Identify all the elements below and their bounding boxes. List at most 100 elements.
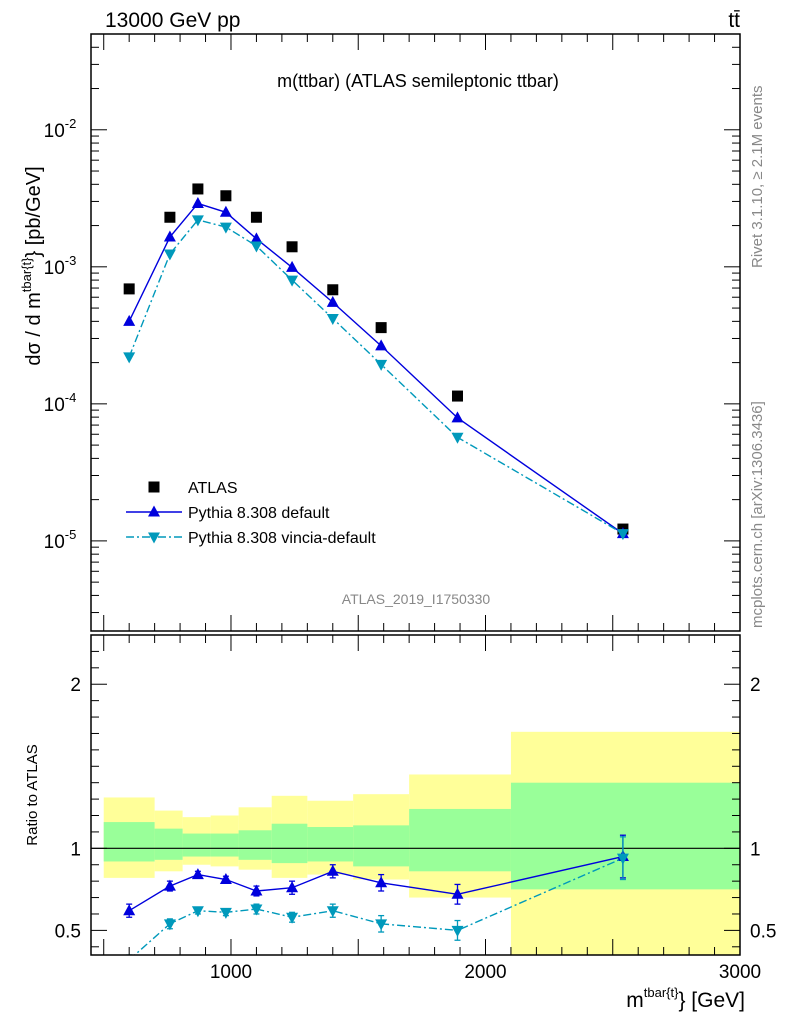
ratio-ytick-label-right: 1 — [750, 839, 761, 860]
main-ytick-label: 10-5 — [44, 527, 77, 553]
ratio-ytick-label-left: 1 — [70, 839, 81, 860]
ratio-xtick-label: 1000 — [210, 962, 252, 983]
ratio-point-s0-4 — [250, 884, 263, 896]
main-point-s1-1 — [163, 230, 176, 242]
svg-text:dσ / d mtbar{t}} [pb/GeV]: dσ / d mtbar{t}} [pb/GeV] — [19, 166, 45, 365]
main-point-s1-0 — [123, 314, 136, 326]
ratio-band-green-3 — [210, 833, 239, 857]
main-point-s2-7 — [375, 359, 388, 371]
main-point-s2-0 — [123, 352, 136, 364]
rivet-label: Rivet 3.1.10, ≥ 2.1M events — [749, 86, 766, 269]
ratio-series-line-1 — [133, 857, 624, 955]
main-series-line-1 — [128, 202, 624, 535]
main-point-s0-7 — [375, 322, 387, 334]
main-ylabel-sup: tbar{t} — [19, 257, 34, 292]
legend-marker-2 — [148, 532, 160, 544]
main-point-s1-2 — [191, 196, 204, 208]
ratio-xtick-label: 3000 — [719, 962, 761, 983]
ratio-band-green-4 — [238, 830, 272, 860]
main-point-s2-4 — [250, 241, 263, 253]
main-ylabel-unit: } [pb/GeV] — [23, 166, 45, 257]
ratio-band-green-8 — [409, 808, 511, 872]
legend-marker-1 — [148, 505, 160, 517]
ratio-point-s1-5 — [286, 912, 299, 924]
main-point-s2-1 — [163, 249, 176, 261]
ratio-xtick-label: 2000 — [464, 962, 506, 983]
process-label: tt̄ — [728, 9, 740, 32]
legend: ATLAS Pythia 8.308 default Pythia 8.308 vi… — [126, 480, 376, 547]
main-point-s1-6 — [326, 295, 339, 307]
energy-label: 13000 GeV pp — [105, 9, 240, 32]
main-point-s0-5 — [286, 241, 298, 253]
main-point-s2-2 — [191, 215, 204, 227]
main-point-s1-3 — [219, 205, 232, 217]
main-point-s0-6 — [327, 284, 339, 296]
ratio-ticks: 2 2 1 1 0.5 0.5 1000 2000 3000 — [55, 635, 776, 983]
ratio-xlabel: mtbar{t}} [GeV] — [626, 985, 745, 1012]
main-ylabel: dσ / d mtbar{t}} [pb/GeV] — [19, 166, 45, 365]
main-ylabel-text: dσ / d m — [23, 292, 45, 365]
ratio-ytick-label-left: 2 — [70, 675, 81, 696]
ratio-point-s1-0 — [123, 955, 135, 966]
ratio-ytick-label-right: 2 — [750, 675, 761, 696]
ratio-band-green-2 — [182, 833, 211, 857]
ratio-series-line-0 — [128, 855, 624, 912]
main-point-s1-7 — [375, 339, 388, 351]
legend-marker-0 — [148, 481, 160, 493]
ratio-point-s0-3 — [219, 873, 232, 885]
ratio-xlabel-unit: } [GeV] — [678, 989, 745, 1012]
main-point-s2-9 — [616, 529, 629, 541]
ratio-point-s1-3 — [219, 907, 232, 919]
main-ticks: 10-2 10-3 10-4 10-5 — [44, 33, 741, 631]
main-ytick-label: 10-2 — [44, 116, 77, 142]
mcplots-label: mcplots.cern.ch [arXiv:1306.3436] — [749, 401, 766, 628]
main-point-s1-4 — [250, 232, 263, 244]
ratio-point-s0-2 — [191, 868, 204, 880]
ratio-ytick-label-right: 0.5 — [750, 921, 776, 942]
main-point-s2-3 — [219, 222, 232, 234]
ratio-errorbar-s1-0 — [126, 954, 133, 955]
legend-label-2: Pythia 8.308 vincia-default — [188, 530, 376, 547]
analysis-label: ATLAS_2019_I1750330 — [342, 591, 491, 607]
main-point-s2-5 — [286, 275, 299, 287]
ratio-point-s1-1 — [163, 919, 176, 931]
ratio-point-s0-6 — [326, 864, 339, 876]
ratio-ylabel: Ratio to ATLAS — [24, 744, 41, 845]
ratio-point-s1-2 — [191, 906, 204, 918]
main-marks — [123, 183, 629, 541]
main-point-s2-8 — [451, 432, 464, 444]
main-point-s0-3 — [220, 190, 232, 202]
ratio-band-green-5 — [271, 823, 308, 864]
ratio-frame — [90, 634, 741, 956]
ratio-xlabel-sup: tbar{t} — [644, 985, 679, 1000]
legend-label-0: ATLAS — [188, 480, 238, 497]
ratio-point-s1-4 — [250, 904, 263, 916]
main-frame — [90, 33, 741, 632]
ratio-point-s0-1 — [163, 879, 176, 891]
main-point-s0-1 — [164, 211, 176, 223]
ratio-band-green-1 — [154, 828, 183, 860]
main-title: m(ttbar) (ATLAS semileptonic ttbar) — [277, 71, 559, 91]
main-point-s1-8 — [451, 411, 464, 423]
ratio-point-s1-8 — [451, 925, 464, 937]
main-point-s0-2 — [192, 183, 204, 195]
main-point-s1-5 — [286, 260, 299, 272]
main-panel: 10-2 10-3 10-4 10-5 m(ttbar) (ATLAS semilep… — [19, 33, 741, 632]
ratio-band-green-0 — [103, 822, 155, 862]
main-point-s0-8 — [451, 390, 463, 402]
ratio-point-s1-6 — [326, 906, 339, 918]
main-series-line-2 — [128, 219, 624, 535]
ratio-xlabel-text: m — [626, 989, 644, 1012]
main-ytick-label: 10-4 — [44, 390, 77, 416]
ratio-point-s0-0 — [123, 904, 136, 916]
ratio-marks — [91, 731, 740, 966]
main-point-s0-0 — [123, 283, 135, 295]
ratio-point-s0-7 — [375, 876, 388, 888]
ratio-band-green-7 — [353, 825, 410, 867]
ratio-point-s1-7 — [375, 919, 388, 931]
main-point-s2-6 — [326, 313, 339, 325]
ratio-point-s0-5 — [286, 881, 299, 893]
ratio-point-s0-8 — [451, 887, 464, 899]
ratio-band-green-9 — [510, 782, 740, 890]
